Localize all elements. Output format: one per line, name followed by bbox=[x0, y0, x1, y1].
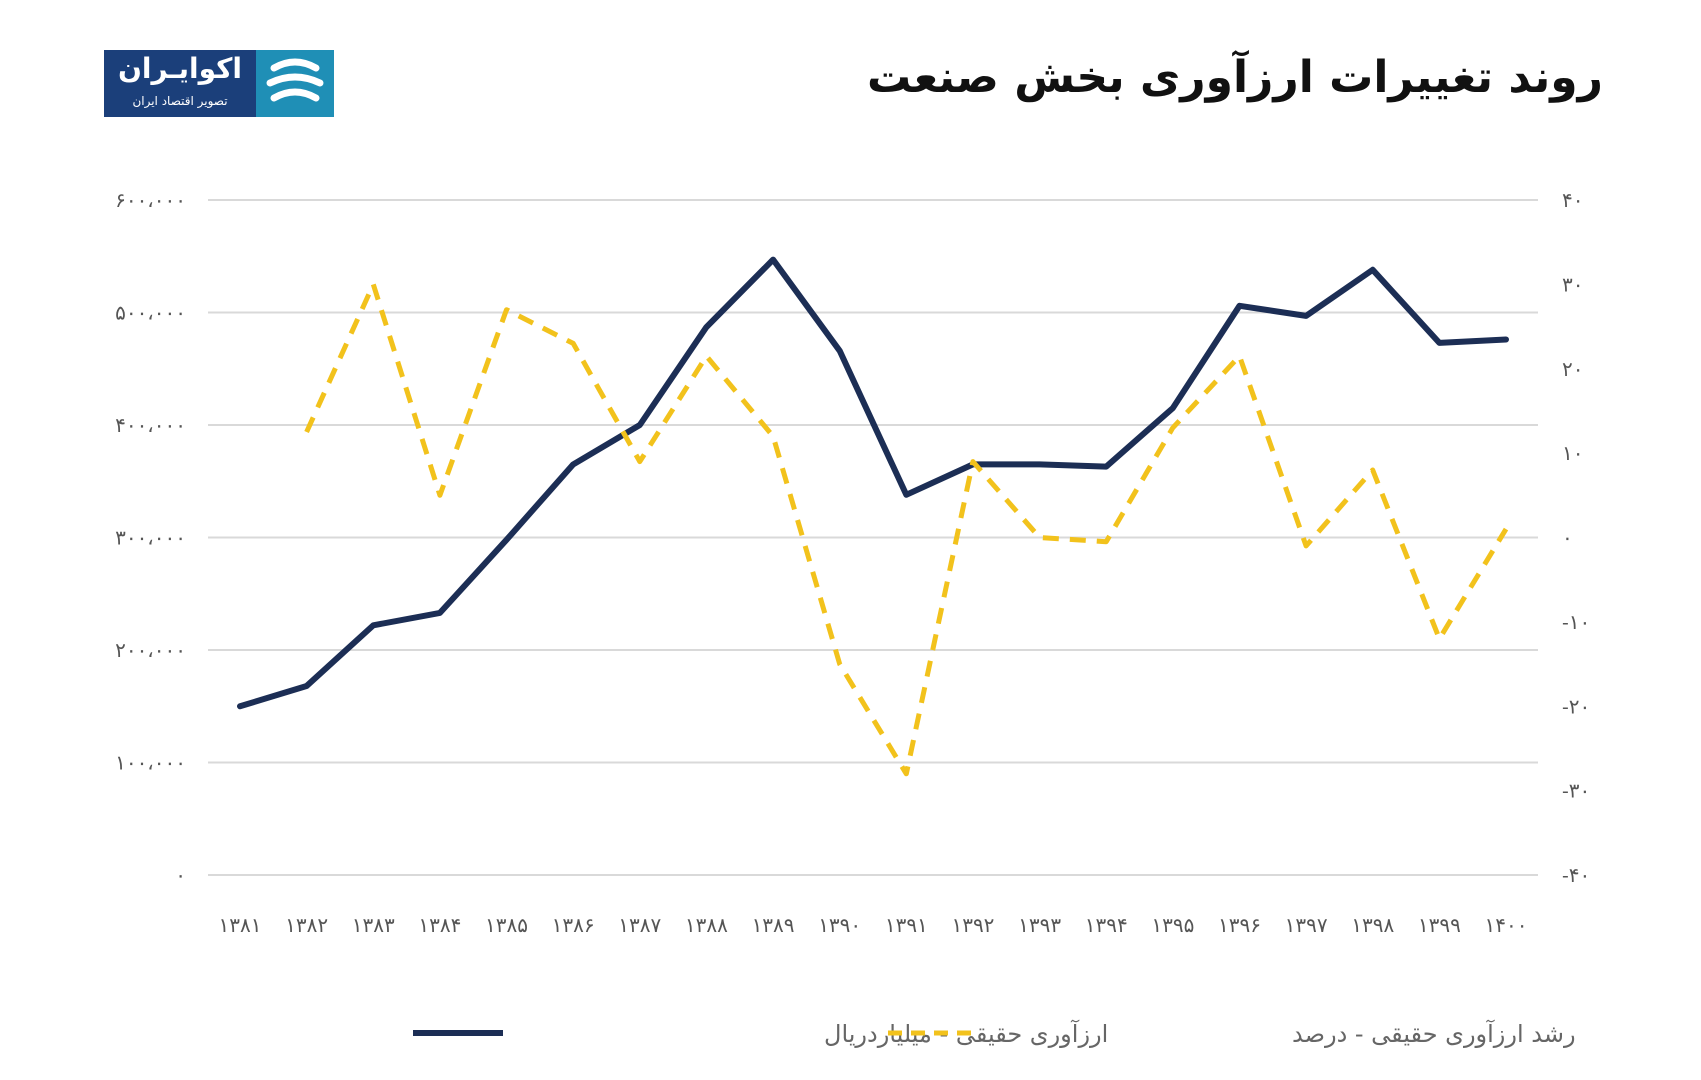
legend: ارزآوری حقیقی - میلیاردریال رشد ارزآوری … bbox=[413, 1019, 1576, 1048]
right-axis-tick-label: -۳۰ bbox=[1562, 779, 1590, 803]
right-axis-tick-label: ۳۰ bbox=[1562, 272, 1583, 296]
right-axis-tick-label: -۱۰ bbox=[1562, 610, 1590, 634]
x-axis-tick-label: ۱۳۸۶ bbox=[552, 913, 595, 937]
series-line-growth bbox=[304, 281, 1509, 777]
x-axis-tick-label: ۱۳۹۱ bbox=[885, 913, 928, 937]
logo-text-box: اکوایـران تصویر اقتصاد ایران bbox=[104, 50, 256, 117]
right-axis-tick-label: ۲۰ bbox=[1562, 357, 1583, 381]
left-axis-tick-label: ۴۰۰،۰۰۰ bbox=[115, 413, 186, 437]
x-axis-tick-label: ۱۳۸۲ bbox=[285, 913, 328, 937]
x-axis-tick-label: ۱۳۹۶ bbox=[1218, 913, 1261, 937]
right-axis-tick-label: -۴۰ bbox=[1562, 863, 1590, 887]
x-axis-tick-label: ۱۳۸۹ bbox=[752, 913, 795, 937]
x-axis: ۱۳۸۱ ۱۳۸۲ ۱۳۸۳ ۱۳۸۴ ۱۳۸۵ ۱۳۸۶ ۱۳۸۷ ۱۳۸۸ ۱۳۸۹ ۱۳۹۰… bbox=[219, 913, 1528, 937]
legend-label-growth: رشد ارزآوری حقیقی - درصد bbox=[1292, 1019, 1576, 1048]
logo-name: اکوایـران bbox=[117, 52, 243, 85]
x-axis-tick-label: ۱۳۹۵ bbox=[1151, 913, 1194, 937]
left-axis-tick-label: ۰ bbox=[175, 863, 186, 887]
left-axis-tick-label: ۳۰۰،۰۰۰ bbox=[115, 526, 186, 550]
x-axis-tick-label: ۱۳۸۱ bbox=[219, 913, 262, 937]
x-axis-tick-label: ۱۳۹۲ bbox=[951, 913, 994, 937]
right-axis-tick-label: -۲۰ bbox=[1562, 694, 1590, 718]
series-line-real-earnings bbox=[237, 256, 1509, 710]
x-axis-tick-label: ۱۳۹۰ bbox=[818, 913, 861, 937]
x-axis-tick-label: ۱۳۹۸ bbox=[1351, 913, 1394, 937]
left-axis-tick-label: ۲۰۰،۰۰۰ bbox=[115, 638, 186, 662]
x-axis-tick-label: ۱۴۰۰ bbox=[1485, 913, 1528, 937]
left-axis-tick-label: ۵۰۰،۰۰۰ bbox=[115, 301, 186, 325]
series bbox=[237, 256, 1509, 777]
right-axis-tick-label: ۱۰ bbox=[1562, 441, 1583, 465]
logo: اکوایـران تصویر اقتصاد ایران bbox=[104, 50, 334, 117]
x-axis-tick-label: ۱۳۸۷ bbox=[618, 913, 661, 937]
x-axis-tick-label: ۱۳۸۸ bbox=[685, 913, 728, 937]
left-axis-tick-label: ۱۰۰،۰۰۰ bbox=[115, 751, 186, 775]
left-axis-tick-label: ۶۰۰،۰۰۰ bbox=[115, 188, 186, 212]
right-axis: -۴۰ -۳۰ -۲۰ -۱۰ ۰ ۱۰ ۲۰ ۳۰ ۴۰ bbox=[1562, 188, 1590, 887]
x-axis-tick-label: ۱۳۹۴ bbox=[1085, 913, 1128, 937]
chart-title: روند تغییرات ارزآوری بخش صنعت bbox=[867, 52, 1603, 103]
x-axis-tick-label: ۱۳۸۳ bbox=[352, 913, 395, 937]
x-axis-tick-label: ۱۳۹۷ bbox=[1285, 913, 1328, 937]
gridlines bbox=[208, 199, 1538, 876]
right-axis-tick-label: ۴۰ bbox=[1562, 188, 1583, 212]
x-axis-tick-label: ۱۳۹۳ bbox=[1018, 913, 1061, 937]
x-axis-tick-label: ۱۳۹۹ bbox=[1418, 913, 1461, 937]
left-axis: ۰ ۱۰۰،۰۰۰ ۲۰۰،۰۰۰ ۳۰۰،۰۰۰ ۴۰۰،۰۰۰ ۵۰۰،۰۰۰ ۶۰۰،… bbox=[115, 188, 186, 887]
x-axis-tick-label: ۱۳۸۵ bbox=[485, 913, 528, 937]
logo-mark-icon bbox=[256, 50, 334, 117]
logo-tagline: تصویر اقتصاد ایران bbox=[132, 94, 228, 108]
x-axis-tick-label: ۱۳۸۴ bbox=[418, 913, 461, 937]
right-axis-tick-label: ۰ bbox=[1562, 526, 1573, 550]
